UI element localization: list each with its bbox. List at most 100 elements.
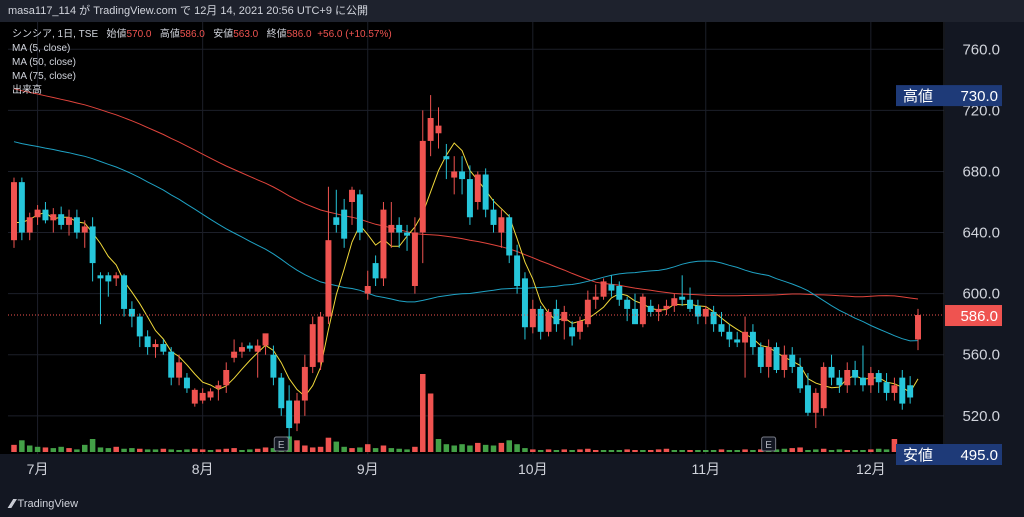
candle-body xyxy=(671,298,678,306)
candle-body xyxy=(655,308,662,312)
price-chart[interactable]: 520.0 560.0 600.0 640.0 680.0 720.0 760.0 高値 730… xyxy=(0,22,1024,490)
x-month-label: 10月 xyxy=(518,461,548,477)
tradingview-logo[interactable]: ⁄⁄⁄ TradingView xyxy=(10,496,78,511)
legend-ma50[interactable]: MA (50, close) xyxy=(12,57,76,68)
candle-body xyxy=(349,189,356,202)
volume-bar xyxy=(349,448,355,452)
volume-bar xyxy=(475,442,481,452)
candle-body xyxy=(616,286,623,300)
candle-body xyxy=(199,392,206,401)
candle-body xyxy=(42,209,49,221)
volume-bar xyxy=(530,449,536,452)
ma75-line xyxy=(13,88,919,300)
candle-body xyxy=(380,209,387,279)
candle-body xyxy=(309,324,316,367)
candle-body xyxy=(168,351,175,378)
candle-body xyxy=(749,331,756,348)
chart-area[interactable]: 520.0 560.0 600.0 640.0 680.0 720.0 760.0 高値 730… xyxy=(0,22,1024,490)
volume-bar xyxy=(498,442,505,452)
candle-body xyxy=(883,382,890,393)
volume-bar xyxy=(616,450,623,452)
candle-body xyxy=(482,174,489,210)
candle-body xyxy=(569,327,576,337)
last-price-value: 586.0 xyxy=(960,308,998,325)
volume-bar xyxy=(813,449,819,452)
candle-body xyxy=(325,240,332,317)
ma50-line xyxy=(13,141,919,342)
volume-bar xyxy=(820,448,827,452)
volume-bar xyxy=(585,448,591,452)
volume-bar xyxy=(309,447,316,452)
volume-bar xyxy=(860,450,866,452)
candle-body xyxy=(136,316,143,337)
volume-bar xyxy=(726,450,733,452)
volume-bar xyxy=(223,448,229,452)
low-label: 安値 xyxy=(213,29,234,40)
candle-body xyxy=(301,366,308,401)
volume-bar xyxy=(89,439,96,452)
volume-bar xyxy=(168,449,174,452)
candle-body xyxy=(907,385,914,398)
close-value: 586.0 xyxy=(286,29,312,40)
volume-bar xyxy=(695,450,701,452)
volume-bar xyxy=(553,450,560,452)
volume-bar xyxy=(514,444,520,452)
volume-bar xyxy=(286,436,292,452)
volume-bar xyxy=(372,448,379,452)
volume-bar xyxy=(577,449,583,452)
candle-body xyxy=(388,224,395,233)
low-price-label-bg xyxy=(896,444,1002,465)
candle-body xyxy=(459,171,466,180)
candle-body xyxy=(411,232,418,286)
candle-body xyxy=(176,362,183,378)
candle-body xyxy=(899,377,906,404)
candle-body xyxy=(404,232,411,236)
volume-bar xyxy=(254,448,261,452)
volume-bar xyxy=(341,446,347,452)
volume-bar xyxy=(600,450,607,452)
volume-bar xyxy=(270,448,277,452)
candle-body xyxy=(50,214,57,221)
candle-body xyxy=(97,275,104,279)
tradingview-brand-text: TradingView xyxy=(17,497,79,510)
publish-info-bar: masa117_114 が TradingView.com で 12月 14, … xyxy=(0,0,1024,22)
candle-body xyxy=(105,275,112,282)
legend-ma5[interactable]: MA (5, close) xyxy=(12,43,71,54)
candle-body xyxy=(89,226,96,264)
candle-body xyxy=(246,345,253,349)
candle-body xyxy=(396,224,403,233)
volume-bar xyxy=(640,450,646,452)
candle-body xyxy=(859,377,866,386)
legend-volume[interactable]: 出来高 xyxy=(12,85,42,96)
x-month-label: 12月 xyxy=(856,461,886,477)
candle-body xyxy=(891,385,898,393)
candle-body xyxy=(364,286,371,294)
volume-bar xyxy=(380,445,387,452)
legend-ma75[interactable]: MA (75, close) xyxy=(12,71,76,82)
high-price-label-bg xyxy=(896,85,1002,107)
volume-bar xyxy=(137,448,143,452)
volume-bar xyxy=(144,449,151,452)
high-price-value: 730.0 xyxy=(960,88,998,105)
volume-bar xyxy=(789,448,795,452)
candle-body xyxy=(26,217,33,233)
volume-bar xyxy=(215,449,222,452)
candle-body xyxy=(419,140,426,233)
candle-body xyxy=(836,377,843,386)
candle-body xyxy=(647,305,654,312)
candle-body xyxy=(828,366,835,378)
candle-body xyxy=(789,354,796,367)
candle-body xyxy=(742,331,749,343)
candle-body xyxy=(58,214,65,225)
volume-bar xyxy=(26,445,33,452)
legend-symbol-row: シンシア, 1日, TSE 始値570.0 高値586.0 安値563.0 終値… xyxy=(12,28,392,42)
candle-body xyxy=(113,275,120,279)
volume-bar xyxy=(844,450,851,452)
volume-bar xyxy=(773,449,780,452)
volume-bar xyxy=(561,449,568,452)
volume-bar xyxy=(671,450,678,452)
volume-bar xyxy=(750,450,756,452)
volume-bar xyxy=(129,448,135,452)
volume-bar xyxy=(50,448,57,452)
symbol-label: シンシア, 1日, TSE xyxy=(12,29,99,40)
